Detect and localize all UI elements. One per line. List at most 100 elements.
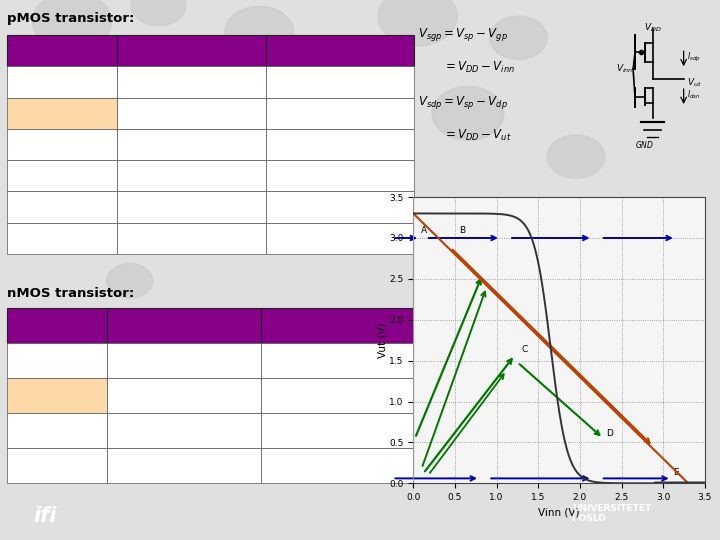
Bar: [7, 191, 117, 222]
Text: Metning: Metning: [313, 320, 361, 330]
Bar: [7, 378, 107, 413]
Circle shape: [547, 135, 605, 178]
Bar: [107, 308, 261, 343]
Text: $I_{dsn}$: $I_{dsn}$: [687, 89, 700, 101]
Text: Vut > Vinn - Vtp: Vut > Vinn - Vtp: [156, 234, 226, 242]
Bar: [117, 191, 266, 222]
Text: Vsdp > Vsgp - |Vtp|: Vsdp > Vsgp - |Vtp|: [297, 171, 382, 180]
Text: $GND$: $GND$: [635, 139, 654, 151]
Bar: [117, 222, 266, 254]
Text: $I_{sdp}$: $I_{sdp}$: [687, 51, 700, 64]
Text: Vut < Vinn - Vtp: Vut < Vinn - Vtp: [305, 234, 374, 242]
Bar: [7, 413, 107, 448]
Text: Vgsn > Vtn: Vgsn > Vtn: [312, 356, 362, 365]
Text: Vsdp < Vdsat: Vsdp < Vdsat: [161, 140, 221, 149]
Bar: [261, 413, 414, 448]
Bar: [266, 66, 414, 98]
Text: Vsgp < |Vtp|: Vsgp < |Vtp|: [35, 77, 90, 86]
Text: $V_{sgp} = V_{sp} - V_{gp}$: $V_{sgp} = V_{sp} - V_{gp}$: [418, 26, 508, 43]
Text: Vsgp > |Vtp|: Vsgp > |Vtp|: [163, 77, 219, 86]
Bar: [261, 378, 414, 413]
Text: A: A: [420, 226, 427, 235]
Text: -Vut > Vtp - Vinn: -Vut > Vtp - Vinn: [304, 202, 376, 212]
X-axis label: Vinn (V): Vinn (V): [539, 508, 580, 517]
Text: Vinn < VDD+Vtp: Vinn < VDD+Vtp: [155, 109, 228, 118]
Text: Vut < Vinn - Vtn: Vut < Vinn - Vtn: [149, 461, 219, 470]
Text: Metning: Metning: [315, 46, 364, 56]
Text: B: B: [459, 226, 465, 235]
Text: Vsdp < Vsgp - |Vtp|: Vsdp < Vsgp - |Vtp|: [148, 171, 234, 180]
Bar: [266, 191, 414, 222]
Text: AV: AV: [55, 46, 70, 56]
Circle shape: [32, 0, 112, 51]
Circle shape: [131, 0, 186, 26]
Bar: [261, 343, 414, 378]
Text: Vinn > Vtn: Vinn > Vtn: [161, 391, 207, 400]
Bar: [7, 448, 107, 483]
Text: $V_{ut}$: $V_{ut}$: [687, 76, 701, 89]
Circle shape: [107, 264, 153, 298]
Text: Vinn > Vtn: Vinn > Vtn: [314, 391, 361, 400]
Bar: [117, 66, 266, 98]
Text: Vsdp > Vdsat: Vsdp > Vdsat: [310, 140, 369, 149]
Y-axis label: Vut (V): Vut (V): [378, 322, 388, 358]
Bar: [266, 160, 414, 191]
Circle shape: [225, 6, 294, 58]
Text: nMOS transistor:: nMOS transistor:: [7, 287, 135, 300]
Circle shape: [432, 86, 504, 140]
Text: $V_{inn}$: $V_{inn}$: [616, 63, 633, 76]
Text: AV: AV: [50, 320, 65, 330]
Circle shape: [490, 16, 547, 59]
Text: Vdsn > Vgsn - Vtn: Vdsn > Vgsn - Vtn: [297, 426, 377, 435]
Bar: [7, 222, 117, 254]
Bar: [7, 35, 117, 66]
Bar: [7, 343, 107, 378]
Circle shape: [367, 194, 425, 238]
Bar: [266, 98, 414, 129]
Bar: [107, 378, 261, 413]
Text: Lineær: Lineær: [171, 46, 212, 56]
Bar: [117, 160, 266, 191]
Text: $V_{DD}$: $V_{DD}$: [644, 22, 662, 35]
Text: Vdsn < Vgsn - Vtn: Vdsn < Vgsn - Vtn: [144, 426, 224, 435]
Text: Vinn < VDD+Vtp: Vinn < VDD+Vtp: [303, 109, 377, 118]
Bar: [107, 413, 261, 448]
Bar: [266, 35, 414, 66]
Bar: [117, 98, 266, 129]
Text: $V_{sdp} = V_{sp} - V_{dp}$: $V_{sdp} = V_{sp} - V_{dp}$: [418, 94, 508, 111]
Bar: [261, 448, 414, 483]
Bar: [7, 98, 117, 129]
Text: Vinn < Vtn: Vinn < Vtn: [34, 391, 81, 400]
Bar: [7, 66, 117, 98]
Bar: [261, 308, 414, 343]
Text: Vsgp >|Vtp|: Vsgp >|Vtp|: [313, 77, 366, 86]
Bar: [266, 222, 414, 254]
Circle shape: [193, 96, 239, 131]
Text: Vgsn > Vtn: Vgsn > Vtn: [159, 356, 208, 365]
Text: Vgsn < Vtn: Vgsn < Vtn: [32, 356, 82, 365]
Bar: [7, 308, 107, 343]
Text: $= V_{DD} - V_{inn}$: $= V_{DD} - V_{inn}$: [443, 60, 515, 75]
Text: $= V_{DD} - V_{ut}$: $= V_{DD} - V_{ut}$: [443, 128, 511, 143]
Text: ifi: ifi: [33, 505, 56, 526]
Circle shape: [65, 119, 122, 162]
Bar: [117, 129, 266, 160]
Circle shape: [315, 166, 361, 201]
Text: Vinn > VDD+Vtp: Vinn > VDD+Vtp: [25, 109, 99, 118]
Text: D: D: [606, 429, 613, 438]
Text: E: E: [673, 468, 679, 477]
Text: -Vut < Vtp - Vinn: -Vut < Vtp - Vinn: [155, 202, 228, 212]
Circle shape: [378, 0, 457, 46]
Text: pMOS transistor:: pMOS transistor:: [7, 12, 135, 25]
Text: UNIVERSITETET
I OSLO: UNIVERSITETET I OSLO: [572, 504, 652, 523]
Bar: [7, 129, 117, 160]
Bar: [107, 448, 261, 483]
Circle shape: [495, 231, 541, 266]
Bar: [266, 129, 414, 160]
Text: Lineær: Lineær: [163, 320, 204, 330]
Bar: [7, 160, 117, 191]
Text: C: C: [521, 346, 528, 354]
Text: Vut > Vinn - Vtn: Vut > Vinn - Vtn: [302, 461, 372, 470]
Bar: [107, 343, 261, 378]
Bar: [117, 35, 266, 66]
